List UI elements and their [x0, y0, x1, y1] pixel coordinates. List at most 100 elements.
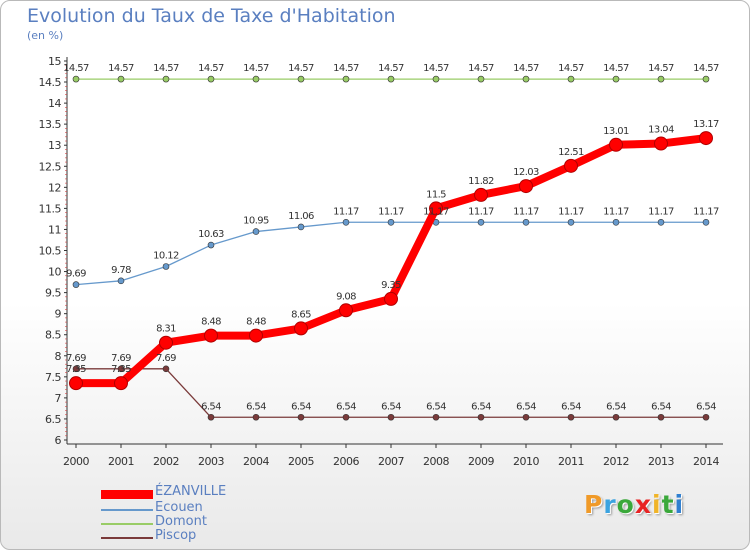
data-point-domont	[432, 75, 440, 83]
data-point-domont	[342, 75, 350, 83]
data-point-zanville	[339, 303, 353, 318]
data-point-zanville	[654, 136, 668, 151]
data-label-zanville: 11.82	[468, 176, 494, 187]
data-label-domont: 14.57	[378, 63, 404, 74]
data-label-zanville: 12.51	[558, 147, 584, 158]
data-label-domont: 14.57	[558, 63, 584, 74]
legend-label-ezanville: ÉZANVILLE	[155, 484, 227, 499]
data-point-zanville	[519, 179, 533, 194]
data-point-ecouen	[252, 228, 260, 235]
y-tick-label: 13.5	[39, 118, 62, 131]
y-tick-label: 10	[48, 266, 61, 279]
data-point-domont	[297, 75, 305, 83]
data-point-piscop	[387, 413, 395, 421]
data-point-domont	[117, 75, 125, 83]
data-label-zanville: 13.17	[693, 119, 719, 130]
x-tick-label: 2005	[288, 455, 314, 468]
data-point-ecouen	[207, 241, 215, 249]
y-tick-label: 10.5	[39, 245, 62, 258]
data-point-zanville	[609, 137, 623, 152]
data-point-zanville	[564, 158, 578, 173]
data-label-piscop: 6.54	[246, 401, 266, 412]
x-tick-label: 2007	[378, 455, 404, 468]
data-label-piscop: 6.54	[516, 401, 536, 412]
y-tick-label: 13	[48, 139, 61, 152]
legend-swatch-piscop	[101, 537, 153, 539]
y-tick-label: 11.5	[39, 202, 62, 215]
data-label-piscop: 7.69	[66, 353, 86, 364]
data-label-domont: 14.57	[198, 63, 224, 74]
data-label-ecouen: 11.06	[288, 211, 314, 222]
data-label-domont: 14.57	[243, 63, 269, 74]
data-point-zanville	[474, 187, 488, 202]
y-tick-label: 9.5	[45, 287, 61, 300]
data-point-piscop	[522, 413, 530, 421]
logo-letter: x	[634, 490, 652, 519]
data-label-zanville: 7.35	[66, 364, 86, 375]
data-point-domont	[477, 75, 485, 83]
data-label-piscop: 7.69	[111, 353, 131, 364]
y-tick-label: 12.5	[39, 160, 62, 173]
data-point-piscop	[72, 365, 80, 373]
logo-letter: i	[674, 490, 685, 519]
data-label-ecouen: 10.95	[243, 216, 269, 227]
x-tick-label: 2003	[198, 455, 224, 468]
data-point-piscop	[117, 365, 125, 373]
data-point-ecouen	[657, 218, 665, 226]
x-tick-label: 2013	[648, 455, 674, 468]
data-point-piscop	[252, 413, 260, 421]
data-point-piscop	[702, 413, 710, 421]
x-tick-label: 2009	[468, 455, 494, 468]
data-label-domont: 14.57	[423, 63, 449, 74]
data-point-piscop	[162, 365, 170, 373]
data-point-zanville	[159, 335, 173, 350]
data-point-zanville	[699, 131, 713, 146]
data-point-domont	[522, 75, 530, 83]
data-point-ecouen	[162, 263, 170, 270]
legend-label-ecouen: Ecouen	[155, 500, 203, 515]
data-label-piscop: 6.54	[336, 401, 356, 412]
y-tick-label: 8.5	[45, 329, 61, 342]
legend-label-domont: Domont	[155, 514, 207, 529]
data-point-domont	[162, 75, 170, 83]
y-tick-label: 6.5	[45, 413, 61, 426]
data-label-ecouen: 9.69	[66, 269, 86, 280]
data-point-domont	[252, 75, 260, 83]
proxiti-logo: Proxiti	[584, 490, 684, 519]
y-tick-label: 8	[55, 350, 62, 363]
data-label-ecouen: 11.17	[468, 206, 494, 217]
x-tick-label: 2004	[243, 455, 269, 468]
y-tick-label: 11	[48, 223, 61, 236]
data-point-zanville	[114, 376, 128, 391]
data-label-zanville: 8.48	[201, 317, 221, 328]
data-label-ecouen: 11.17	[648, 206, 674, 217]
data-label-piscop: 6.54	[651, 401, 671, 412]
data-label-domont: 14.57	[513, 63, 539, 74]
legend-label-piscop: Piscop	[155, 528, 197, 543]
data-point-domont	[612, 75, 620, 83]
data-label-domont: 14.57	[333, 63, 359, 74]
chart-subtitle: (en %)	[27, 29, 64, 42]
data-label-domont: 14.57	[468, 63, 494, 74]
data-point-piscop	[342, 413, 350, 421]
data-point-domont	[567, 75, 575, 83]
logo-letter: P	[584, 490, 604, 519]
data-point-domont	[72, 75, 80, 83]
data-label-piscop: 6.54	[606, 401, 626, 412]
data-label-ecouen: 11.17	[513, 206, 539, 217]
legend-swatch-ezanville	[101, 490, 153, 499]
data-label-zanville: 9.35	[381, 280, 401, 291]
data-label-zanville: 8.48	[246, 317, 266, 328]
data-point-piscop	[207, 413, 215, 421]
data-point-piscop	[657, 413, 665, 421]
y-tick-label: 9	[55, 308, 62, 321]
data-label-piscop: 6.54	[201, 401, 221, 412]
data-point-zanville	[384, 291, 398, 306]
data-point-ecouen	[477, 218, 485, 226]
data-point-piscop	[432, 413, 440, 421]
data-label-zanville: 8.31	[156, 324, 176, 335]
data-label-piscop: 6.54	[291, 401, 311, 412]
data-label-piscop: 7.69	[156, 353, 176, 364]
data-label-domont: 14.57	[288, 63, 314, 74]
